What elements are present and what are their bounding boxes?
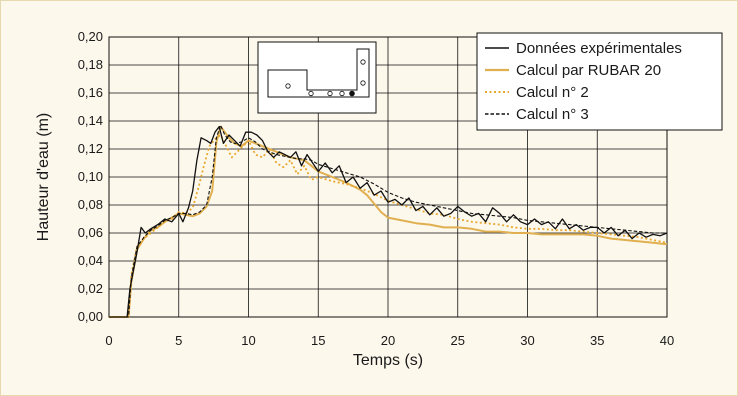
x-tick-label: 10 <box>241 333 255 348</box>
legend: Données expérimentales Calcul par RUBAR 2… <box>476 32 723 131</box>
y-tick-label: 0,18 <box>78 57 103 72</box>
y-tick-label: 0,02 <box>78 281 103 296</box>
plot-area-border <box>108 36 668 318</box>
x-tick-label: 25 <box>451 333 465 348</box>
y-tick-label: 0,06 <box>78 225 103 240</box>
y-tick-label: 0,12 <box>78 141 103 156</box>
series-lines <box>109 124 668 318</box>
legend-label: Données expérimentales <box>516 40 682 57</box>
y-tick-label: 0,08 <box>78 197 103 212</box>
legend-box <box>476 32 723 131</box>
series-line <box>109 125 668 318</box>
gauge-point <box>339 90 345 97</box>
gauge-point <box>308 90 314 97</box>
x-tick-labels: 0 5 10 15 20 25 30 35 40 <box>105 333 674 348</box>
x-tick-label: 5 <box>175 333 182 348</box>
x-tick-label: 35 <box>590 333 604 348</box>
channel-sketch-inset <box>257 41 377 114</box>
gauge-point <box>360 80 366 86</box>
x-tick-label: 30 <box>520 333 534 348</box>
gauge-point <box>327 90 333 97</box>
x-axis-title: Temps (s) <box>353 352 423 369</box>
x-tick-label: 15 <box>311 333 325 348</box>
y-tick-label: 0,16 <box>78 85 103 100</box>
y-tick-label: 0,04 <box>78 253 103 268</box>
y-tick-label: 0,00 <box>78 309 103 324</box>
legend-label: Calcul n° 3 <box>516 106 589 123</box>
legend-label: Calcul par RUBAR 20 <box>516 62 661 79</box>
gauge-point-selected <box>349 90 355 97</box>
x-tick-label: 0 <box>105 333 112 348</box>
x-tick-label: 20 <box>381 333 395 348</box>
channel-outline <box>267 48 370 98</box>
x-tick-label: 40 <box>660 333 674 348</box>
y-tick-labels: 0,00 0,02 0,04 0,06 0,08 0,10 0,12 0,14 0,16 0,18… <box>78 29 103 324</box>
y-tick-label: 0,10 <box>78 169 103 184</box>
gauge-point <box>285 83 291 89</box>
y-axis-title: Hauteur d'eau (m) <box>35 113 52 241</box>
legend-label: Calcul n° 2 <box>516 84 589 101</box>
y-tick-label: 0,20 <box>78 29 103 44</box>
gauge-point <box>360 59 366 65</box>
y-tick-label: 0,14 <box>78 113 103 128</box>
